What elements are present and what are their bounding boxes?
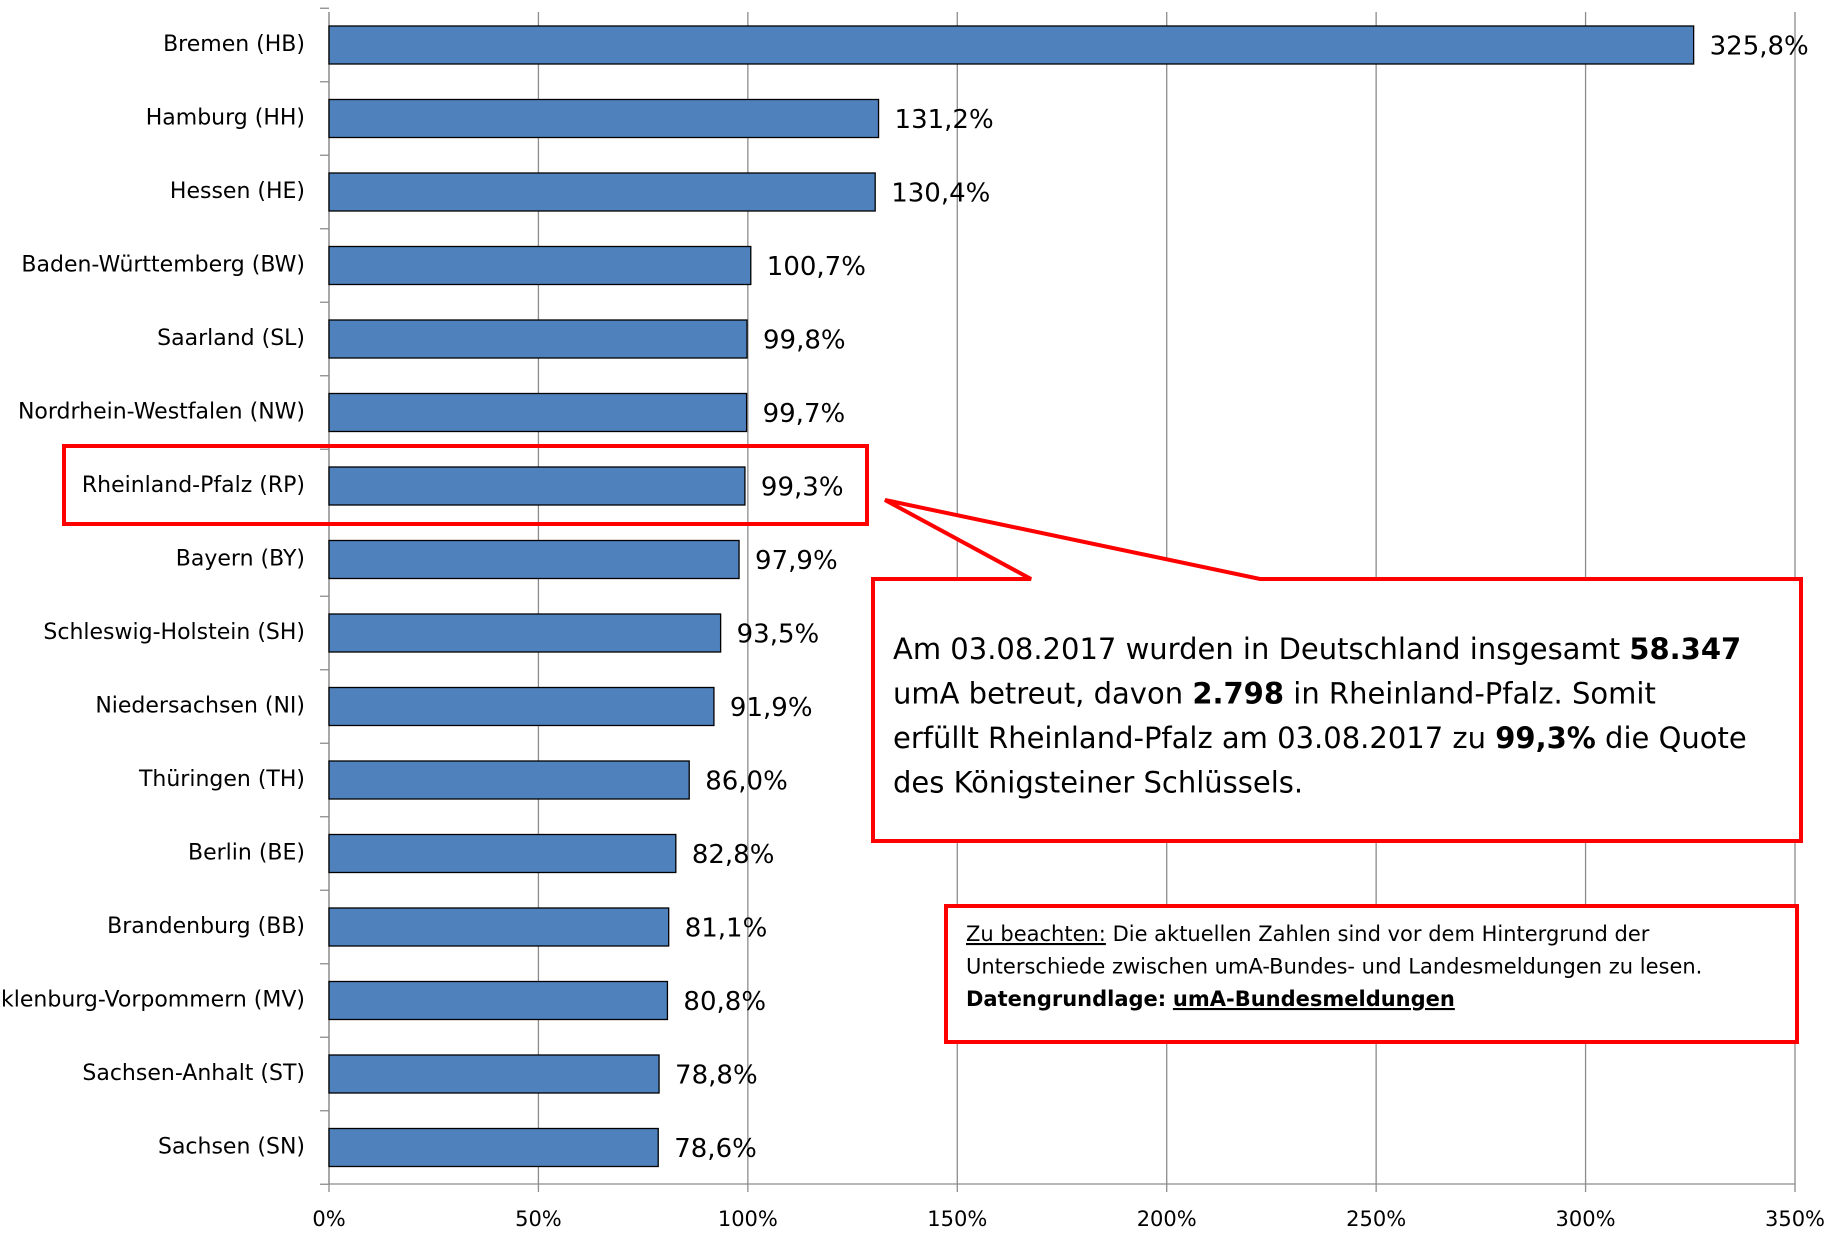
note-text: Zu beachten: Die aktuellen Zahlen sind v… xyxy=(966,922,1650,946)
bar xyxy=(328,907,670,947)
data-label: 100,7% xyxy=(767,252,866,282)
x-tick-label: 350% xyxy=(1765,1207,1825,1231)
data-label: 91,9% xyxy=(730,693,813,723)
bar xyxy=(328,25,1695,65)
data-label: 97,9% xyxy=(755,546,838,576)
bar xyxy=(328,319,748,359)
data-label: 81,1% xyxy=(685,914,768,944)
data-label: 82,8% xyxy=(692,840,775,870)
data-label: 99,8% xyxy=(763,326,846,356)
callout-text-segment: 99,3% xyxy=(1495,721,1596,755)
bar xyxy=(328,172,876,212)
note-text-segment: Unterschiede zwischen umA-Bundes- und La… xyxy=(966,955,1702,979)
bar xyxy=(328,613,722,653)
data-label: 93,5% xyxy=(737,620,820,650)
note-text: Unterschiede zwischen umA-Bundes- und La… xyxy=(966,955,1702,979)
bar xyxy=(328,833,677,874)
y-tick-label: Baden-Württemberg (BW) xyxy=(21,253,305,278)
x-tick-label: 300% xyxy=(1556,1207,1616,1231)
y-tick-label: Saarland (SL) xyxy=(157,326,305,351)
bar xyxy=(328,760,690,800)
bar xyxy=(328,98,880,139)
bar xyxy=(328,539,740,580)
highlight-box xyxy=(62,444,869,526)
data-label: 78,6% xyxy=(674,1134,757,1164)
bar xyxy=(328,980,669,1021)
y-tick-label: Sachsen-Anhalt (ST) xyxy=(82,1061,305,1086)
data-label: 86,0% xyxy=(705,767,788,797)
y-tick-label: Mecklenburg-Vorpommern (MV) xyxy=(0,988,305,1013)
y-tick-label: Rheinland-Pfalz (RP) xyxy=(82,473,305,498)
bar xyxy=(328,1127,659,1168)
note-text: Datengrundlage: umA-Bundesmeldungen xyxy=(966,987,1455,1011)
callout-text: des Königsteiner Schlüssels. xyxy=(893,766,1303,800)
bar xyxy=(328,686,715,727)
data-label: 131,2% xyxy=(895,105,994,135)
x-tick-label: 150% xyxy=(927,1207,987,1231)
data-label: 99,3% xyxy=(761,473,844,503)
note-box xyxy=(944,904,1799,1044)
bar xyxy=(328,392,748,433)
note-text-segment: umA-Bundesmeldungen xyxy=(1173,987,1455,1011)
callout-text: Am 03.08.2017 wurden in Deutschland insg… xyxy=(893,632,1741,666)
bar xyxy=(328,466,746,506)
y-tick-label: Thüringen (TH) xyxy=(138,767,305,792)
callout-text: umA betreut, davon 2.798 in Rheinland-Pf… xyxy=(893,677,1656,711)
data-label: 78,8% xyxy=(675,1061,758,1091)
x-tick-label: 250% xyxy=(1346,1207,1406,1231)
data-label: 325,8% xyxy=(1710,32,1809,62)
bar xyxy=(328,1054,660,1094)
callout-text-segment: in Rheinland-Pfalz. Somit xyxy=(1284,677,1656,711)
x-tick-label: 50% xyxy=(515,1207,562,1231)
x-tick-label: 0% xyxy=(312,1207,345,1231)
note-text-segment xyxy=(1166,987,1173,1011)
callout-text-segment: umA betreut, davon xyxy=(893,677,1192,711)
y-tick-label: Bayern (BY) xyxy=(176,547,305,572)
y-tick-label: Schleswig-Holstein (SH) xyxy=(43,620,305,645)
y-tick-label: Brandenburg (BB) xyxy=(107,914,305,939)
callout-box xyxy=(871,498,1803,843)
callout-text-segment: 2.798 xyxy=(1192,677,1284,711)
data-label: 130,4% xyxy=(891,179,990,209)
callout-text-segment: des Königsteiner Schlüssels. xyxy=(893,766,1303,800)
x-tick-label: 100% xyxy=(718,1207,778,1231)
y-tick-label: Sachsen (SN) xyxy=(158,1135,305,1160)
note-text-segment: Datengrundlage: xyxy=(966,987,1166,1011)
data-label: 80,8% xyxy=(683,987,766,1017)
bar xyxy=(328,245,752,286)
y-tick-label: Nordrhein-Westfalen (NW) xyxy=(18,400,305,425)
callout-text-segment: Am 03.08.2017 wurden in Deutschland insg… xyxy=(893,632,1629,666)
note-text-segment: Die aktuellen Zahlen sind vor dem Hinter… xyxy=(1106,922,1650,946)
y-tick-label: Hessen (HE) xyxy=(170,179,305,204)
callout-text-segment: erfüllt Rheinland-Pfalz am 03.08.2017 zu xyxy=(893,721,1495,755)
y-tick-label: Bremen (HB) xyxy=(163,32,305,57)
y-tick-label: Berlin (BE) xyxy=(188,841,305,866)
callout-text-segment: die Quote xyxy=(1596,721,1747,755)
callout-text-segment: 58.347 xyxy=(1629,632,1741,666)
y-tick-label: Niedersachsen (NI) xyxy=(95,694,305,719)
x-tick-label: 200% xyxy=(1137,1207,1197,1231)
y-tick-label: Hamburg (HH) xyxy=(146,106,305,131)
callout-text: erfüllt Rheinland-Pfalz am 03.08.2017 zu… xyxy=(893,721,1747,755)
data-label: 99,7% xyxy=(763,399,846,429)
note-text-segment: Zu beachten: xyxy=(966,922,1106,946)
